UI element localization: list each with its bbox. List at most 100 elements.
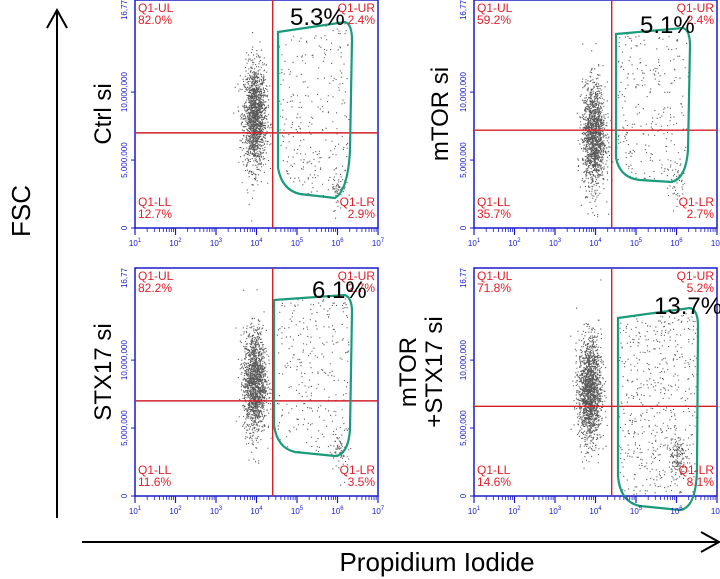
p2-quad-ul-value: 82.2% [138,281,172,295]
p2-gate-percent: 6.1% [312,277,367,304]
p0-ytick-label-0: 10,000,000 [120,72,129,113]
p0-xtick-label-0: 101 [129,238,142,248]
p1-gate-percent: 5.1% [640,12,695,39]
p2-events [235,289,352,486]
p1-row-label: mTOR si [427,67,454,161]
p2-xtick-label-1: 102 [169,506,182,516]
p1-xtick-label-3: 104 [589,238,602,248]
p2-xtick-label-2: 103 [210,506,223,516]
p0-xtick-label-5: 106 [331,238,344,248]
p2-xtick-label-3: 104 [250,506,263,516]
p3-gate-percent: 13.7% [654,293,720,320]
p3-ytick-label-0: 10,000,000 [459,340,468,381]
p1-quad-lr-name: Q1-LR [679,195,715,209]
p0-xtick-label-6: 107 [372,238,385,248]
p1-ytick-top-label: 16,77 [459,0,468,20]
p1-events [576,33,690,218]
p0-xtick-label-4: 105 [291,238,304,248]
p2-ytick-label-1: 5,000,000 [120,410,129,446]
p0-event-dots [233,23,352,222]
p3-events [570,279,699,495]
p1-xtick-label-6: 107 [711,238,720,248]
p0-xtick-label-3: 104 [250,238,263,248]
p1-xtick-label-0: 101 [468,238,481,248]
p1-xtick-label-5: 106 [670,238,683,248]
p3-quad-ur-name: Q1-UR [677,269,715,283]
p1-quad-ll-value: 35.7% [477,207,511,221]
p0-xtick-label-2: 103 [210,238,223,248]
p0-quad-ll-value: 12.7% [138,207,172,221]
p1-quad-lr-value: 2.7% [687,207,715,221]
p0-quad-ul-value: 82.0% [138,13,172,27]
y-axis-label: FSC [6,185,36,237]
p3-xtick-label-5: 106 [670,506,683,516]
p3-xtick-label-0: 101 [468,506,481,516]
p2-xtick-label-4: 105 [291,506,304,516]
p1-xtick-label-2: 103 [549,238,562,248]
p3-ytick-label-2: 0 [459,493,468,498]
p0-row-label: Ctrl si [90,83,117,144]
p0-xtick-label-1: 102 [169,238,182,248]
p0-quad-ul-name: Q1-UL [138,1,174,15]
p2-quad-ul-name: Q1-UL [138,269,174,283]
p3-quad-ll-name: Q1-LL [477,463,511,477]
p3-gate [616,306,700,512]
y-axis-arrow [46,7,68,518]
p2-event-dots [235,289,352,486]
p1-xtick-label-1: 102 [508,238,521,248]
p3-quad-ul-name: Q1-UL [477,269,513,283]
p1-quad-ul-value: 59.2% [477,13,511,27]
p2-quad-ur-value: 2.7% [348,281,376,295]
p3-event-dots [570,279,699,495]
p3-row-label: mTOR+STX17 si [395,316,448,427]
p3-xtick-label-6: 107 [711,506,720,516]
p1-ytick-label-2: 0 [459,225,468,230]
p2-quad-ll-value: 11.6% [138,475,171,489]
p3-xtick-label-2: 103 [549,506,562,516]
p3-quad-lr-name: Q1-LR [679,463,715,477]
p1-quad-ur-value: 2.4% [687,13,715,27]
p2-xtick-label-0: 101 [129,506,142,516]
p0-quad-lr-name: Q1-LR [340,195,376,209]
p2-quad-lr-value: 3.5% [348,475,376,489]
p1-quad-ul-name: Q1-UL [477,1,513,15]
p2-ytick-label-2: 0 [120,493,129,498]
p3-quad-ur-value: 5.2% [687,281,715,295]
p2-xtick-label-6: 107 [372,506,385,516]
p1-event-dots [576,33,690,218]
x-axis-arrow [82,531,720,553]
p0-quad-lr-value: 2.9% [348,207,376,221]
p3-xtick-label-3: 104 [589,506,602,516]
p0-quad-ur-name: Q1-UR [338,1,376,15]
p3-quad-ul-value: 71.8% [477,281,511,295]
p2-quad-ll-name: Q1-LL [138,463,172,477]
p2-ytick-top-label: 16,77 [120,267,129,288]
p0-quad-ll-name: Q1-LL [138,195,172,209]
p0-gate-percent: 5.3% [290,4,345,31]
p2-gate [272,293,354,458]
p3-ytick-top-label: 16,77 [459,267,468,288]
p0-ytick-top-label: 16,77 [120,0,129,20]
p1-ytick-label-1: 5,000,000 [459,142,468,178]
p3-quad-ll-value: 14.6% [477,475,511,489]
p2-ytick-label-0: 10,000,000 [120,340,129,381]
p0-quad-ur-value: 2.4% [348,13,376,27]
p3-quad-lr-value: 8.1% [687,475,715,489]
p0-events [233,23,352,222]
p1-quad-ll-name: Q1-LL [477,195,511,209]
p2-row-label: STX17 si [90,323,117,420]
p1-xtick-label-4: 105 [630,238,643,248]
p0-ytick-label-2: 0 [120,225,129,230]
p3-xtick-label-1: 102 [508,506,521,516]
p2-xtick-label-5: 106 [331,506,344,516]
p3-ytick-label-1: 5,000,000 [459,410,468,446]
x-axis-label: Propidium Iodide [339,547,534,577]
p2-quad-lr-name: Q1-LR [340,463,376,477]
p1-gate [614,26,692,184]
p2-quad-ur-name: Q1-UR [338,269,376,283]
